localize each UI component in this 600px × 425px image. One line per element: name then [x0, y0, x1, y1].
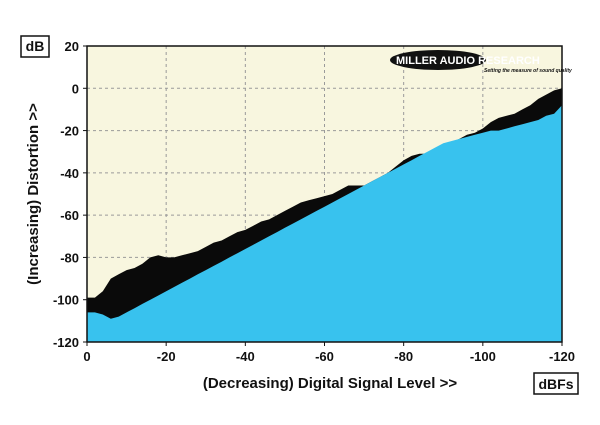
x-unit-label: dBFs: [539, 376, 574, 392]
miller-audio-research-logo: MILLER AUDIO RESEARCH Setting the measur…: [390, 50, 572, 74]
x-tick-label: -60: [315, 349, 334, 364]
x-tick-label: -80: [394, 349, 413, 364]
y-axis-ticks: 20 0 -20 -40 -60 -80 -100 -120: [53, 39, 87, 350]
y-tick-label: -80: [60, 250, 79, 265]
y-unit-label: dB: [26, 38, 45, 54]
x-axis-title: (Decreasing) Digital Signal Level >>: [203, 375, 457, 392]
logo-text: MILLER AUDIO RESEARCH: [396, 55, 540, 67]
y-tick-label: 0: [72, 81, 79, 96]
x-unit-box: dBFs: [533, 372, 579, 395]
x-tick-label: -120: [549, 349, 575, 364]
logo-ellipse: [390, 50, 486, 70]
y-tick-label: -20: [60, 124, 79, 139]
y-tick-label: 20: [65, 39, 79, 54]
logo-tagline: Setting the measure of sound quality: [484, 68, 572, 74]
x-tick-label: -20: [157, 349, 176, 364]
x-unit-frame: [533, 372, 579, 395]
x-tick-label: -40: [236, 349, 255, 364]
signal-area: [87, 105, 562, 342]
y-unit-frame: [20, 35, 50, 58]
y-tick-label: -60: [60, 208, 79, 223]
x-tick-label: -100: [470, 349, 496, 364]
y-tick-label: -100: [53, 293, 79, 308]
y-unit-box: dB: [20, 35, 50, 58]
x-tick-label: 0: [83, 349, 90, 364]
y-axis-title: (Increasing) Distortion >>: [25, 103, 42, 285]
y-tick-label: -120: [53, 335, 79, 350]
x-axis-ticks: 0 -20 -40 -60 -80 -100 -120: [83, 342, 575, 364]
y-tick-label: -40: [60, 166, 79, 181]
